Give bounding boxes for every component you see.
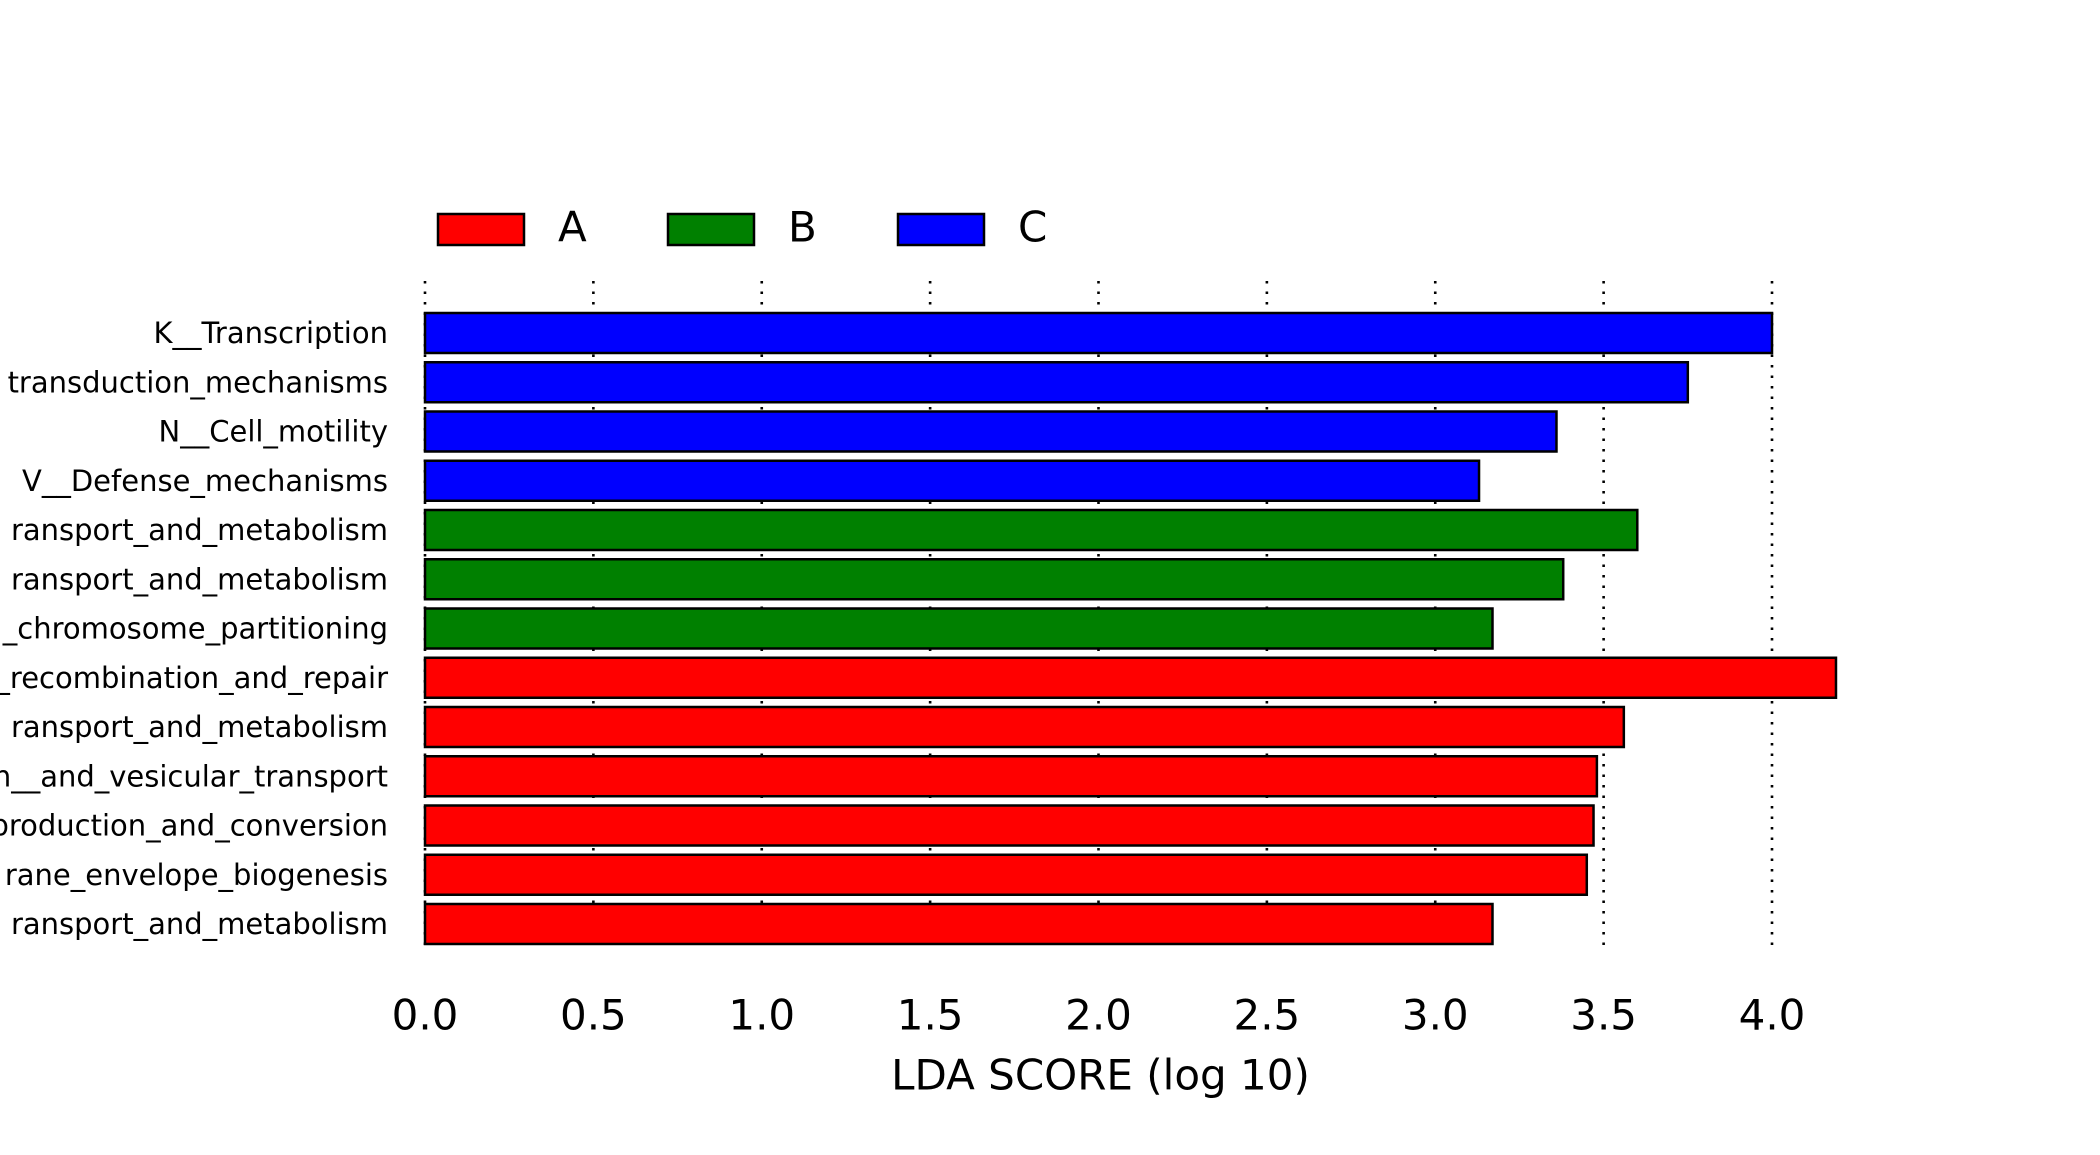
y-label-7: _recombination_and_repair [0,661,388,695]
x-tick-label-4: 2.0 [1065,991,1132,1040]
legend-swatch-a [436,212,526,247]
bar-0 [423,311,1774,355]
bar-8 [423,705,1626,749]
bar-5 [423,558,1565,601]
bars [423,311,1838,946]
y-label-6: _chromosome_partitioning [2,612,388,646]
legend-swatch-c [896,212,986,247]
y-labels: K__Transcription transduction_mechanisms N… [0,316,388,941]
x-axis-label: LDA SCORE (log 10) [891,1051,1310,1100]
y-label-10: production_and_conversion [0,809,388,843]
x-tick-label-8: 4.0 [1739,991,1806,1040]
x-tick-label-5: 2.5 [1233,991,1300,1040]
bar-4 [423,508,1639,552]
x-tick-label-2: 1.0 [728,991,795,1040]
bar-2 [423,410,1558,453]
y-label-1: transduction_mechanisms [8,365,388,399]
y-label-0: K__Transcription [153,316,388,350]
bar-12 [423,902,1494,946]
x-axis: 0.0 0.5 1.0 1.5 2.0 2.5 3.0 3.5 4.0 LDA SCORE (lo… [392,991,1806,1100]
x-tick-label-3: 1.5 [897,991,964,1040]
y-label-4: ransport_and_metabolism [11,513,388,547]
bar-9 [423,755,1599,798]
x-tick-label-6: 3.0 [1402,991,1469,1040]
x-tick-label-0: 0.0 [392,991,459,1040]
x-tick-label-7: 3.5 [1570,991,1637,1040]
y-label-5: ransport_and_metabolism [11,562,388,596]
y-label-3: V__Defense_mechanisms [22,464,388,498]
legend-label-b: B [788,203,817,252]
bar-11 [423,853,1589,896]
bar-6 [423,607,1494,650]
bar-10 [423,804,1595,847]
legend-label-c: C [1018,203,1047,252]
bar-3 [423,459,1481,502]
bar-7 [423,656,1838,699]
y-label-8: ransport_and_metabolism [11,710,388,744]
legend-label-a: A [558,203,587,252]
legend-swatch-b [666,212,756,247]
legend: A B C [436,203,1047,252]
bar-1 [423,361,1690,404]
y-label-12: ransport_and_metabolism [11,907,388,941]
y-label-11: rane_envelope_biogenesis [5,858,388,892]
y-label-2: N__Cell_motility [159,415,388,449]
x-tick-label-1: 0.5 [560,991,627,1040]
y-label-9: n__and_vesicular_transport [0,759,388,793]
